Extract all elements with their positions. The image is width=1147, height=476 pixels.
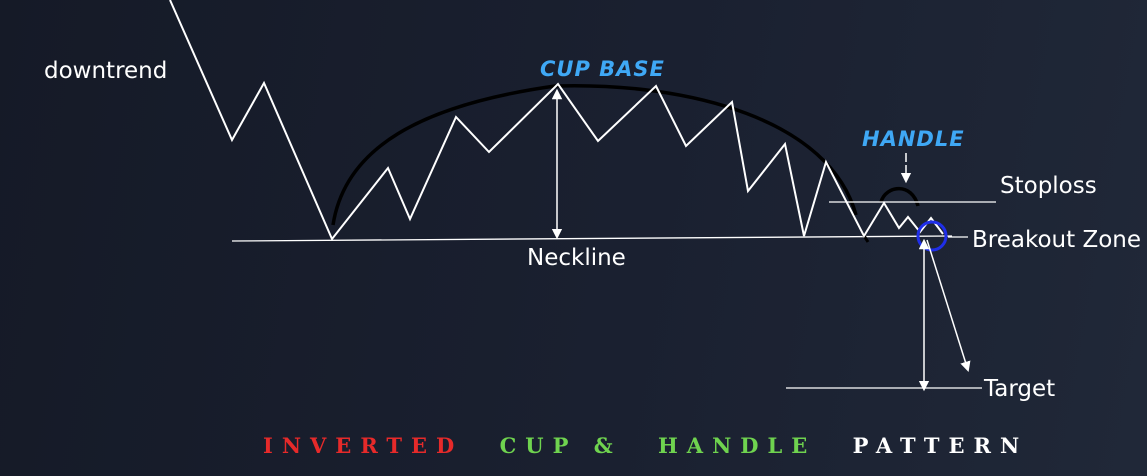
target-label: Target (983, 376, 1055, 402)
downtrend-label: downtrend (44, 58, 167, 84)
neckline-label: Neckline (527, 245, 626, 271)
neckline-line (231, 235, 953, 242)
title-cup: CUP & (500, 433, 622, 458)
title-inverted: INVERTED (263, 433, 463, 458)
pattern-title: INVERTED CUP & HANDLE PATTERN (263, 433, 1028, 458)
handle-arc (879, 187, 920, 207)
stoploss-label: Stoploss (1000, 173, 1097, 199)
handle-label: HANDLE (862, 127, 965, 151)
breakout-circle (916, 220, 948, 252)
cup-base-label: CUP BASE (540, 57, 665, 81)
title-handle: HANDLE (658, 433, 816, 458)
breakdown-arrow (926, 239, 971, 373)
price-path (169, 0, 944, 241)
breakout-zone-label: Breakout Zone (972, 227, 1141, 253)
cup-arc (331, 83, 858, 226)
title-pattern: PATTERN (853, 433, 1029, 458)
